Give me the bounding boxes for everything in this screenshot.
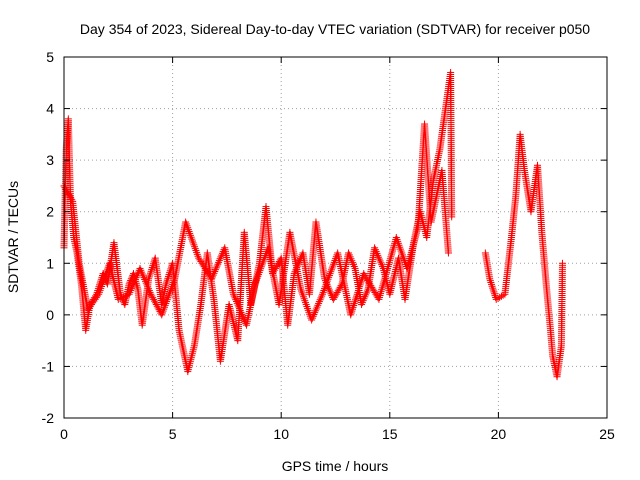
plot-frame <box>63 56 608 419</box>
y-tick-label: 2 <box>46 204 54 220</box>
data-point <box>215 257 223 265</box>
data-point <box>490 288 498 296</box>
x-tick-label: 20 <box>491 426 507 442</box>
data-point <box>213 262 221 270</box>
data-point <box>212 264 220 272</box>
series-late <box>481 130 566 381</box>
data-point <box>146 269 154 277</box>
x-tick-label: 25 <box>599 426 615 442</box>
data-point <box>351 298 359 306</box>
data-point <box>214 260 222 268</box>
data-point <box>151 297 158 305</box>
data-point <box>163 276 171 284</box>
data-point <box>378 286 386 294</box>
x-tick-label: 0 <box>60 426 68 442</box>
data-point <box>387 251 395 259</box>
data-point <box>231 294 239 302</box>
data-point <box>390 243 398 251</box>
data-point <box>389 245 397 253</box>
data-point <box>147 290 155 298</box>
data-point <box>150 295 158 303</box>
data-point <box>488 282 496 290</box>
data-point <box>487 279 495 287</box>
x-tick-label: 5 <box>169 426 177 442</box>
y-tick-label: 0 <box>46 307 54 323</box>
data-point <box>212 266 220 274</box>
y-tick-label: 1 <box>46 255 54 271</box>
data-point <box>232 298 240 306</box>
data-point <box>149 294 157 302</box>
data-point <box>151 299 159 307</box>
y-tick-label: -1 <box>42 358 55 374</box>
data-point <box>229 290 237 298</box>
data-point <box>155 306 163 314</box>
data-point <box>154 304 162 312</box>
data-point <box>146 271 154 279</box>
data-point <box>347 311 355 319</box>
ticks-layer: 0 5 10 15 20 25 -2 -1 0 1 2 3 4 5 <box>42 49 615 442</box>
data-point <box>164 274 172 282</box>
data-point <box>378 284 386 292</box>
data-point <box>489 284 497 292</box>
data-point <box>487 280 495 288</box>
grid-layer <box>64 57 607 418</box>
y-tick-label: -2 <box>42 410 55 426</box>
data-point <box>385 261 393 269</box>
y-tick-label: 3 <box>46 152 54 168</box>
data-point <box>153 302 161 310</box>
y-tick-label: 5 <box>46 49 54 65</box>
data-point <box>148 292 156 300</box>
data-point <box>239 314 247 322</box>
data-point <box>385 259 393 267</box>
data-point <box>230 292 238 300</box>
x-tick-label: 10 <box>273 426 289 442</box>
data-point <box>147 267 155 275</box>
marks-layer <box>60 68 566 381</box>
data-point <box>486 277 494 285</box>
data-point <box>216 255 224 263</box>
y-tick-label: 4 <box>46 101 54 117</box>
data-point <box>386 255 394 263</box>
data-point <box>490 290 498 298</box>
data-point <box>215 258 223 266</box>
data-point <box>217 253 225 261</box>
x-tick-label: 15 <box>382 426 398 442</box>
chart-title: Day 354 of 2023, Sidereal Day-to-day VTE… <box>80 21 590 37</box>
data-point <box>232 296 240 304</box>
data-point <box>239 312 247 320</box>
data-point <box>387 253 395 261</box>
data-point <box>489 286 497 294</box>
series-main <box>60 68 456 376</box>
x-axis-label: GPS time / hours <box>282 458 389 474</box>
data-point <box>350 300 358 308</box>
data-point <box>163 278 171 286</box>
data-point <box>388 249 396 257</box>
y-axis-label: SDTVAR / TECUs <box>5 181 21 293</box>
